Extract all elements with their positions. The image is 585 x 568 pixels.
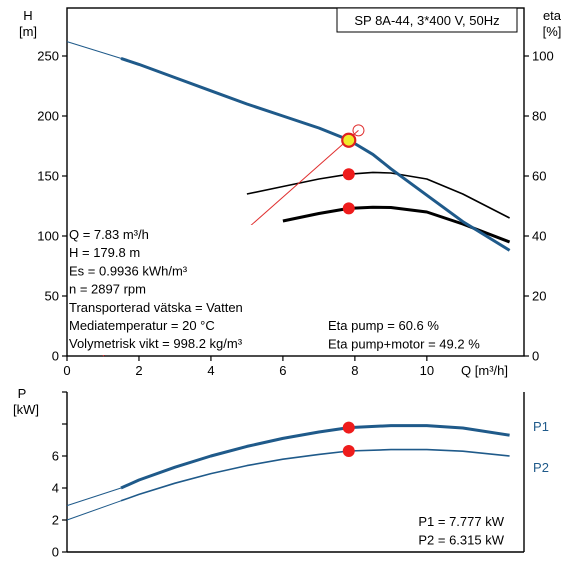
title-box	[336, 7, 518, 33]
info-line: n = 2897 rpm	[69, 282, 146, 297]
top-plot-frame	[66, 7, 525, 357]
head-axis-label: H	[23, 8, 32, 23]
q-tick-label: 10	[420, 363, 434, 378]
power-tick-label: 6	[52, 449, 59, 464]
power-axis-unit: [kW]	[13, 402, 39, 417]
head-operating-point	[341, 132, 357, 148]
p1-operating-point	[342, 421, 355, 434]
info-line: Volymetrisk vikt = 998.2 kg/m³	[69, 336, 243, 351]
head-tick-label: 50	[45, 289, 59, 304]
head-curve	[120, 56, 511, 252]
eta-tick-label: 40	[532, 229, 546, 244]
eta-tick-label: 100	[532, 49, 554, 64]
head-tick-label: 100	[37, 229, 59, 244]
eta-pump-curve	[246, 171, 510, 219]
head-curve-extension	[66, 41, 122, 59]
eta-pump-motor-operating-point	[342, 202, 355, 215]
info-line: H = 179.8 m	[69, 245, 140, 260]
duty-point-marker	[352, 124, 365, 137]
info-line: Es = 0.9936 kWh/m³	[69, 263, 188, 278]
info-box	[68, 225, 284, 355]
info-line: Transporterad vätska = Vatten	[69, 300, 243, 315]
p1-curve	[120, 424, 510, 490]
q-tick-label: 8	[351, 363, 358, 378]
power-tick-label: 4	[52, 481, 59, 496]
chart-title: SP 8A-44, 3*400 V, 50Hz	[354, 13, 499, 28]
eta-value-label: Eta pump+motor = 49.2 %	[328, 337, 480, 352]
head-axis-unit: [m]	[19, 24, 37, 39]
power-value-label: P2 = 6.315 kW	[418, 533, 504, 548]
q-tick-label: 2	[135, 363, 142, 378]
power-axis-label: P	[18, 386, 27, 401]
head-tick-label: 200	[37, 109, 59, 124]
eta-axis-unit: [%]	[543, 24, 562, 39]
eta-value-label: Eta pump = 60.6 %	[328, 318, 439, 333]
power-tick-label: 2	[52, 513, 59, 528]
eta-tick-label: 0	[532, 349, 539, 364]
p2-curve	[120, 448, 510, 502]
eta-tick-label: 60	[532, 169, 546, 184]
p1-series-label: P1	[533, 419, 549, 434]
head-tick-label: 0	[52, 349, 59, 364]
q-tick-label: 6	[279, 363, 286, 378]
eta-tick-label: 20	[532, 289, 546, 304]
power-tick-label: 0	[52, 545, 59, 560]
eta-axis-label: eta	[543, 8, 562, 23]
eta-tick-label: 80	[532, 109, 546, 124]
q-tick-label: 0	[63, 363, 70, 378]
info-line: Mediatemperatur = 20 °C	[69, 318, 215, 333]
eta-pump-motor-curve	[282, 205, 511, 244]
q-axis-label: Q [m³/h]	[461, 363, 508, 378]
head-tick-label: 150	[37, 169, 59, 184]
p2-curve-extension	[66, 500, 122, 521]
p2-operating-point	[342, 444, 355, 457]
eta-pump-operating-point	[342, 168, 355, 181]
info-line: Q = 7.83 m³/h	[69, 227, 149, 242]
power-value-label: P1 = 7.777 kW	[418, 514, 504, 529]
p2-series-label: P2	[533, 460, 549, 475]
p1-curve-extension	[66, 487, 122, 507]
q-tick-label: 4	[207, 363, 214, 378]
head-tick-label: 250	[37, 49, 59, 64]
